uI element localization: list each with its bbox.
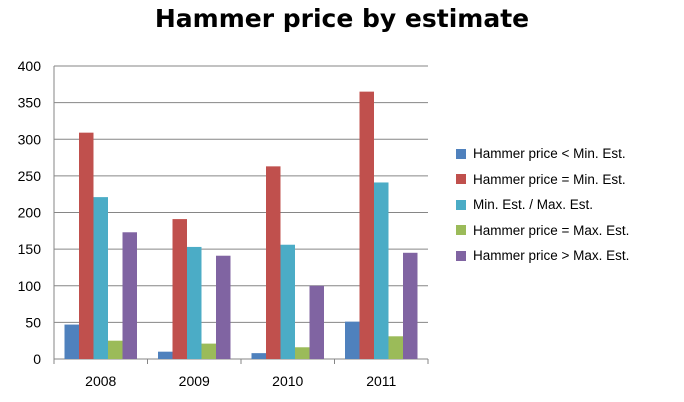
bar (64, 324, 79, 359)
bar (79, 132, 94, 359)
legend-label: Hammer price > Max. Est. (473, 248, 630, 264)
x-tick-label: 2011 (366, 373, 396, 389)
y-tick-label: 250 (18, 168, 42, 184)
y-tick-label: 200 (18, 205, 42, 221)
bar (108, 340, 123, 359)
legend-swatch (456, 225, 466, 236)
x-tick-label: 2010 (272, 373, 303, 389)
bar (280, 244, 295, 359)
bar (345, 321, 360, 359)
legend-label: Hammer price < Min. Est. (473, 146, 626, 162)
y-tick-label: 0 (33, 351, 41, 367)
chart-title: Hammer price by estimate (154, 4, 530, 33)
y-tick-label: 350 (18, 95, 42, 111)
y-tick-label: 150 (18, 241, 42, 257)
y-tick-label: 50 (25, 314, 41, 330)
bar (374, 182, 389, 359)
legend-swatch (456, 148, 466, 159)
legend-item: Hammer price < Min. Est. (456, 141, 682, 167)
bar (187, 246, 202, 359)
bar (403, 252, 418, 359)
legend-swatch (456, 250, 466, 261)
bar (295, 347, 310, 359)
legend-label: Hammer price = Max. Est. (473, 222, 630, 238)
bar (359, 91, 374, 359)
legend: Hammer price < Min. Est. Hammer price = M… (456, 141, 682, 269)
bar (266, 166, 281, 359)
bar (201, 343, 216, 359)
bar (122, 232, 137, 359)
legend-item: Min. Est. / Max. Est. (456, 192, 682, 218)
bar (216, 255, 231, 359)
y-tick-label: 300 (18, 131, 42, 147)
legend-swatch (456, 199, 466, 210)
legend-item: Hammer price > Max. Est. (456, 243, 682, 269)
bar (172, 219, 187, 359)
x-tick-label: 2008 (85, 373, 116, 389)
bar (388, 336, 403, 359)
x-tick-label: 2009 (179, 373, 210, 389)
bar (251, 353, 266, 359)
legend-swatch (456, 174, 466, 185)
y-tick-label: 400 (18, 58, 42, 74)
legend-label: Hammer price = Min. Est. (473, 171, 626, 187)
legend-label: Min. Est. / Max. Est. (473, 197, 594, 213)
bar (93, 197, 108, 359)
bar (158, 351, 173, 359)
bar (309, 285, 324, 359)
y-tick-label: 100 (18, 278, 42, 294)
legend-item: Hammer price = Min. Est. (456, 167, 682, 193)
legend-item: Hammer price = Max. Est. (456, 218, 682, 244)
